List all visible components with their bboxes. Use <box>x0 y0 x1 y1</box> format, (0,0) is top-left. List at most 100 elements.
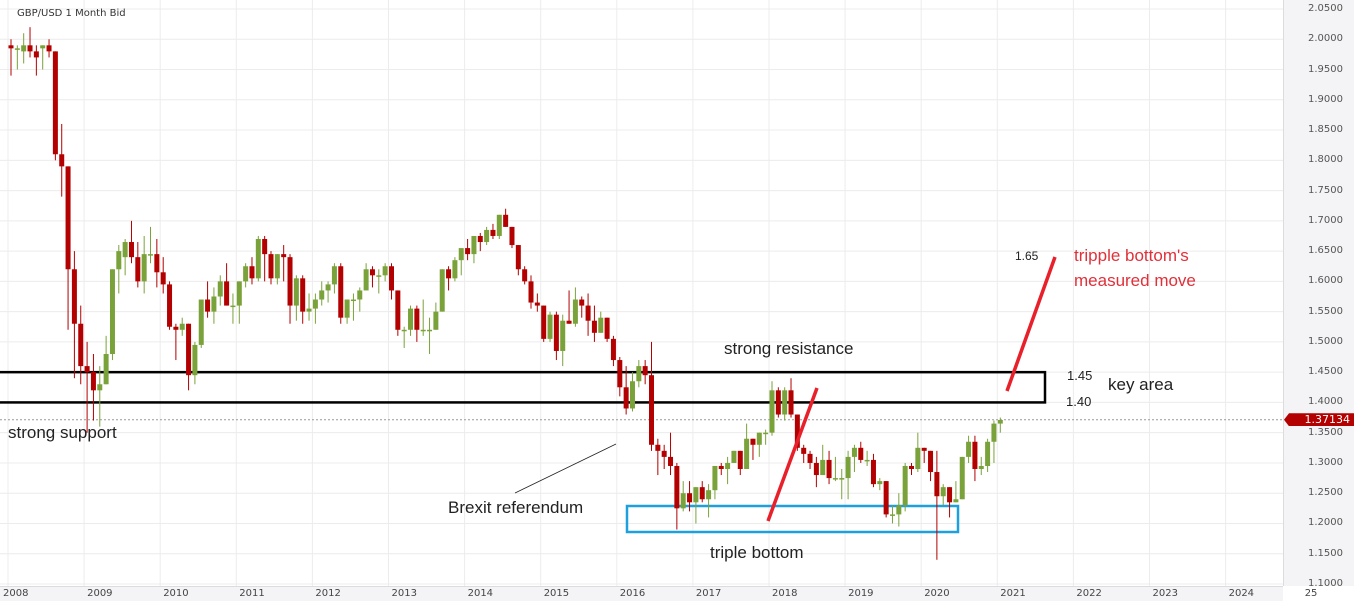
candle <box>65 166 71 330</box>
candle <box>97 366 103 427</box>
candle <box>344 299 350 324</box>
y-tick-label: 1.7000 <box>1308 214 1343 226</box>
candle <box>642 360 648 385</box>
candle <box>141 235 147 294</box>
annotation-key-area: key area <box>1108 375 1174 394</box>
x-tick-label: 2014 <box>467 588 494 599</box>
chart-title: GBP/USD 1 Month Bid <box>17 8 126 19</box>
candle <box>52 51 58 161</box>
candle <box>528 275 534 309</box>
candle <box>255 235 261 282</box>
candle <box>560 314 566 367</box>
candle <box>503 208 509 227</box>
candle <box>623 366 629 415</box>
candle <box>71 251 77 379</box>
candle <box>167 281 173 330</box>
candle <box>883 481 889 518</box>
x-tick-label: 2009 <box>87 588 113 599</box>
candle <box>465 239 471 261</box>
candle <box>775 387 781 418</box>
candle <box>845 450 851 500</box>
candle <box>122 239 128 276</box>
candle <box>458 248 464 276</box>
x-axis[interactable]: 2008 2009 2010 2011 2012 2013 2014 2015 2016 2017… <box>0 586 1317 601</box>
candle <box>40 45 46 70</box>
x-tick-label: 2016 <box>619 588 646 599</box>
candle <box>306 293 312 321</box>
candle <box>820 444 826 476</box>
candle <box>230 293 236 324</box>
candle <box>179 317 185 336</box>
candle <box>484 226 490 246</box>
candle <box>718 462 724 476</box>
candle <box>661 444 667 469</box>
candle <box>604 317 610 342</box>
x-tick-label: 2015 <box>543 588 570 599</box>
candle <box>433 302 439 330</box>
candle <box>985 438 991 473</box>
chart-zones <box>0 370 1047 534</box>
candle <box>915 432 921 473</box>
candle <box>281 245 287 282</box>
candle <box>509 226 515 249</box>
candle <box>909 462 914 476</box>
candle <box>636 360 642 388</box>
candle <box>211 287 217 324</box>
candle <box>706 484 712 518</box>
candle <box>953 481 959 503</box>
candle <box>725 456 731 485</box>
candle <box>90 354 96 421</box>
x-tick-label: 2019 <box>848 588 874 599</box>
candle <box>972 435 978 482</box>
annotation-measured-move-2: measured move <box>1074 271 1196 290</box>
y-tick-label: 1.5000 <box>1308 335 1343 347</box>
drawings <box>514 256 1057 522</box>
x-tick-label: 25 <box>1304 588 1318 599</box>
candle <box>902 462 908 512</box>
candle <box>807 450 813 469</box>
y-tick-label: 1.6500 <box>1308 245 1343 257</box>
candle <box>750 438 756 460</box>
y-tick-label: 1.9000 <box>1308 93 1343 105</box>
annotation-brexit: Brexit referendum <box>448 498 584 517</box>
candle <box>699 481 705 503</box>
x-tick-label: 2022 <box>1076 588 1102 599</box>
candle <box>668 432 674 476</box>
candle <box>928 450 934 482</box>
candle <box>934 450 940 560</box>
y-tick-label: 2.0500 <box>1308 3 1343 14</box>
candle <box>515 245 521 276</box>
candle <box>763 429 769 445</box>
candle <box>420 299 426 336</box>
candle <box>947 487 953 518</box>
candle <box>217 275 223 306</box>
y-tick-label: 1.6000 <box>1308 275 1343 287</box>
x-tick-label: 2023 <box>1152 588 1178 599</box>
candle <box>585 293 591 336</box>
y-tick-label: 1.3000 <box>1308 456 1343 468</box>
chart-grid <box>0 0 1303 586</box>
y-axis[interactable]: 2.0500 2.0000 1.9500 1.9000 1.8500 1.8000 1.75… <box>1283 0 1354 589</box>
candle <box>490 223 496 239</box>
candle <box>376 269 382 294</box>
candle <box>128 220 134 264</box>
candle <box>680 481 686 512</box>
candle <box>959 456 965 500</box>
candle <box>921 447 927 463</box>
last-price-tag: 1.37134 <box>1284 413 1354 427</box>
x-tick-label: 2024 <box>1228 588 1255 599</box>
candle <box>14 45 20 70</box>
candle <box>109 269 115 361</box>
y-tick-label: 1.1000 <box>1308 578 1343 589</box>
annotation-triple-bottom: triple bottom <box>710 543 804 562</box>
key-area-box <box>0 370 1047 404</box>
candle <box>27 27 33 58</box>
candle <box>978 456 984 476</box>
candle <box>769 381 775 436</box>
candle <box>471 235 477 264</box>
last-price-value: 1.37134 <box>1304 413 1351 427</box>
candle <box>534 293 540 312</box>
candle <box>610 335 616 367</box>
candle <box>598 311 604 333</box>
